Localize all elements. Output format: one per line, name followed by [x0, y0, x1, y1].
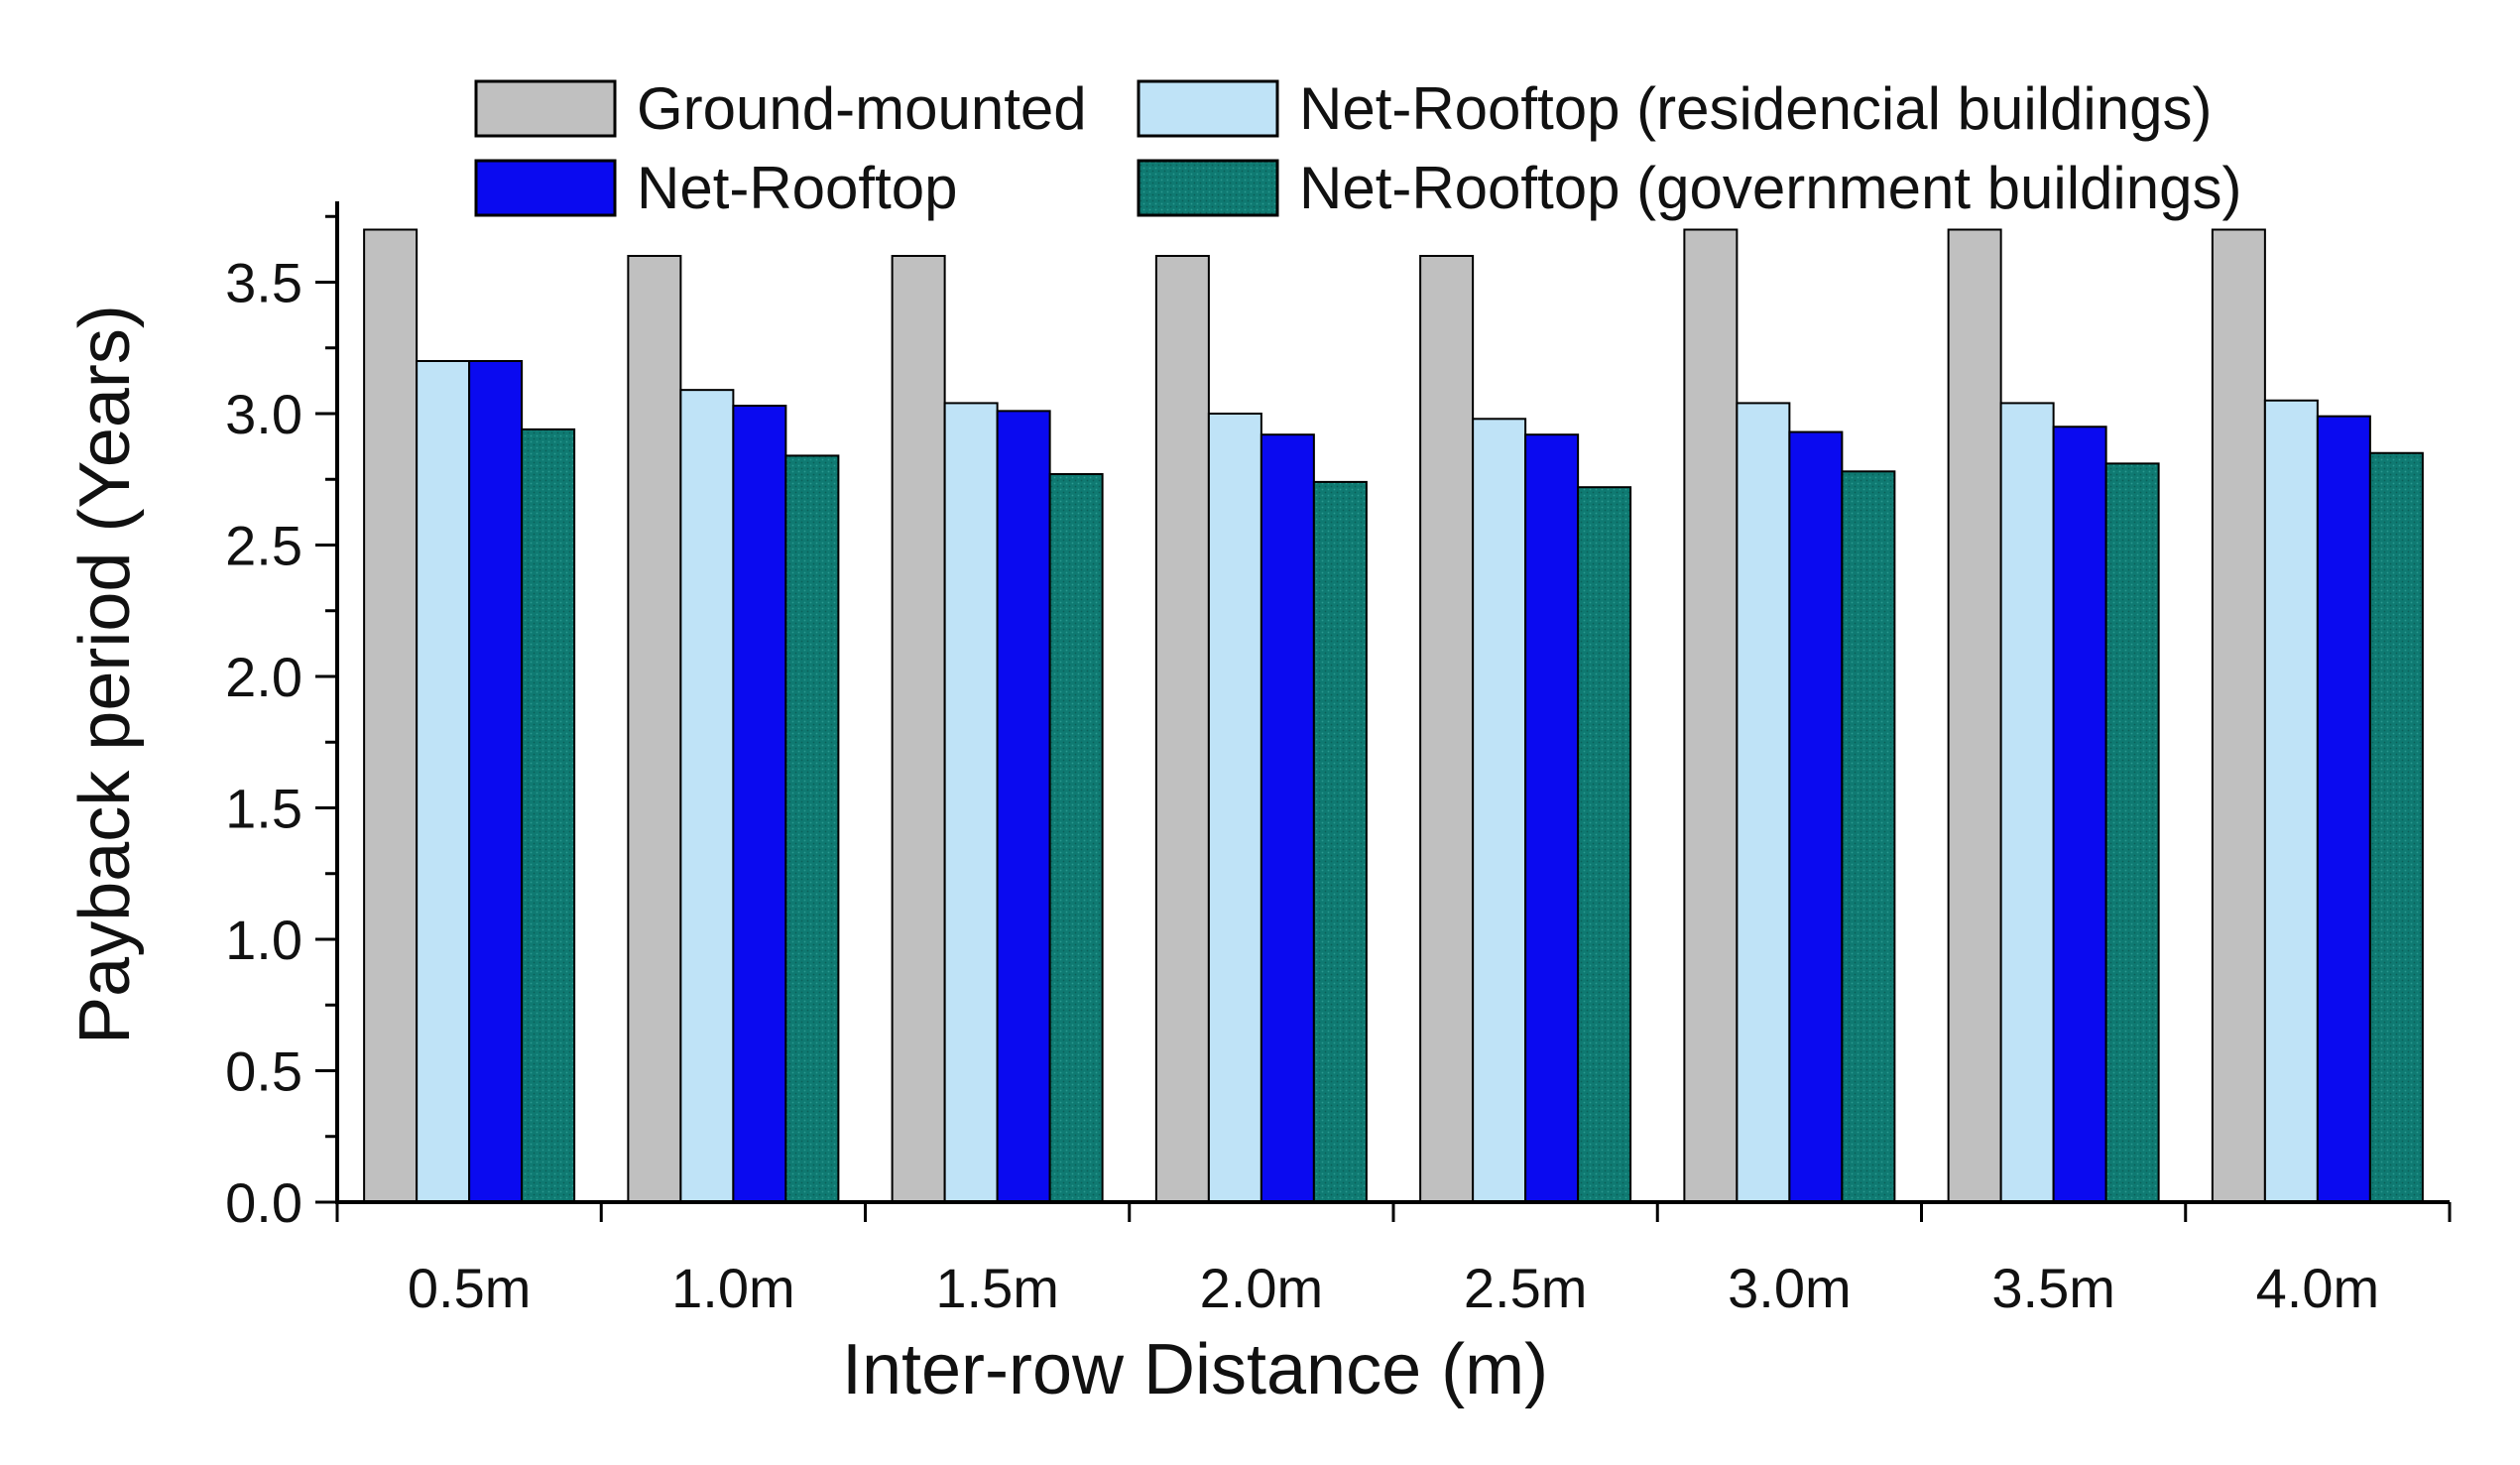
bar-2-series-1: [943, 402, 999, 1203]
y-tick-label: 2.0: [225, 646, 302, 708]
bar-6-series-2: [2052, 426, 2107, 1203]
bar-6-series-3: [2104, 462, 2160, 1204]
bar-1-series-0: [627, 255, 682, 1203]
x-tick-label: 1.5m: [935, 1257, 1059, 1319]
x-tick-label: 3.0m: [1728, 1257, 1852, 1319]
legend: Ground-mounted Net-Rooftop (residencial b…: [474, 75, 2241, 221]
bar-5-series-2: [1788, 430, 1844, 1203]
bar-1-series-3: [784, 454, 840, 1203]
bar-1-series-2: [732, 405, 787, 1203]
x-tick-label: 1.0m: [671, 1257, 795, 1319]
bar-5-series-3: [1841, 470, 1896, 1203]
y-tick-label: 1.5: [225, 778, 302, 840]
y-tick-label: 3.5: [225, 252, 302, 314]
bar-0-series-0: [363, 228, 419, 1203]
x-tick-label: 0.5m: [408, 1257, 532, 1319]
bar-4-series-2: [1524, 433, 1580, 1203]
x-axis-title: Inter-row Distance (m): [842, 1330, 1548, 1409]
bar-7-series-1: [2263, 399, 2319, 1203]
axes-layer: 0.0 0.5 1.0 1.5 2.0 2.5 3.0 3.5 0.5m 1.0m 1.5m 2.0m…: [225, 201, 2452, 1319]
bars-layer: [363, 228, 2424, 1204]
bar-3-series-3: [1312, 480, 1368, 1203]
legend-swatch: [474, 159, 617, 217]
bar-2-series-2: [996, 410, 1051, 1204]
y-tick-label: 1.0: [225, 909, 302, 971]
y-tick-label: 3.0: [225, 383, 302, 445]
x-tick-label: 3.5m: [1991, 1257, 2115, 1319]
bar-0-series-1: [416, 360, 471, 1203]
y-tick-label: 2.5: [225, 515, 302, 577]
bar-6-series-0: [1947, 228, 2002, 1203]
bar-2-series-3: [1048, 472, 1104, 1203]
bar-3-series-0: [1154, 255, 1210, 1203]
bar-7-series-0: [2211, 228, 2266, 1203]
bar-7-series-3: [2368, 451, 2424, 1203]
legend-label: Net-Rooftop (residencial buildings): [1299, 75, 2212, 142]
bar-6-series-1: [1999, 402, 2055, 1203]
bar-4-series-1: [1472, 418, 1527, 1203]
bar-1-series-1: [679, 389, 735, 1203]
bar-5-series-0: [1683, 228, 1739, 1203]
bar-3-series-1: [1207, 413, 1262, 1203]
bar-7-series-2: [2316, 415, 2371, 1203]
bar-5-series-1: [1736, 402, 1791, 1203]
y-tick-label: 0.5: [225, 1040, 302, 1103]
bar-2-series-0: [891, 255, 946, 1203]
legend-swatch: [1137, 79, 1279, 138]
legend-label: Net-Rooftop: [637, 155, 958, 221]
y-tick-label: 0.0: [225, 1171, 302, 1234]
legend-swatch: [1137, 159, 1279, 217]
x-tick-label: 2.5m: [1464, 1257, 1588, 1319]
x-tick-label: 2.0m: [1200, 1257, 1324, 1319]
x-tick-label: 4.0m: [2256, 1257, 2380, 1319]
bar-0-series-2: [468, 360, 524, 1203]
bar-4-series-3: [1577, 486, 1632, 1203]
legend-label: Net-Rooftop (government buildings): [1299, 155, 2241, 221]
legend-label: Ground-mounted: [637, 75, 1087, 142]
bar-3-series-2: [1260, 433, 1315, 1203]
legend-swatch: [474, 79, 617, 138]
bar-4-series-0: [1419, 255, 1475, 1203]
y-axis-title: Payback period (Years): [65, 305, 145, 1044]
bar-0-series-3: [521, 427, 576, 1203]
